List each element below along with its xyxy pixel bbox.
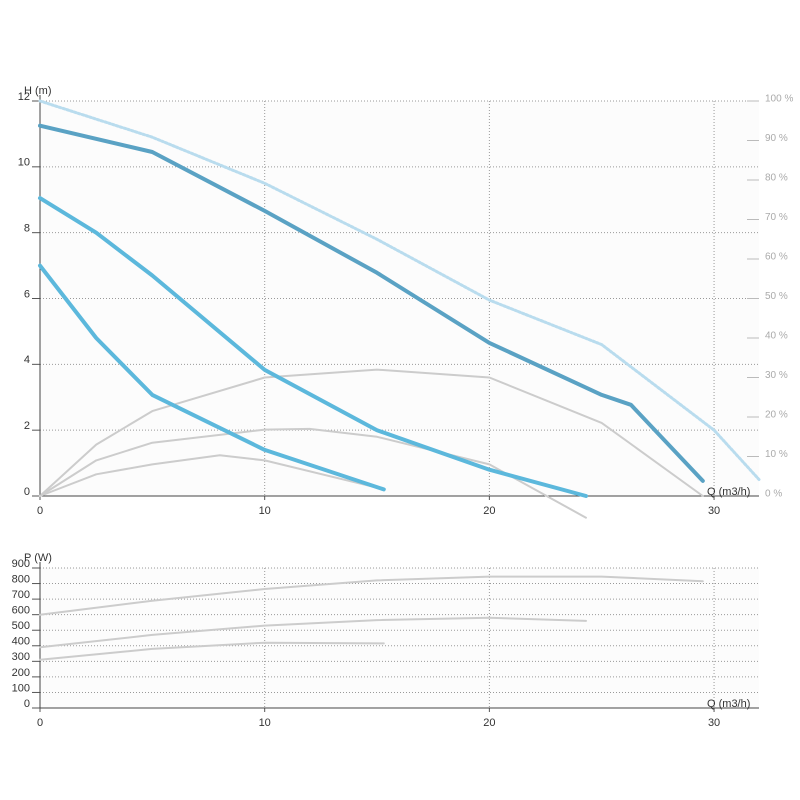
y-axis-label: P (W) bbox=[24, 552, 52, 564]
y-tick-label: 0 bbox=[24, 486, 30, 498]
y2-tick-label: 70 % bbox=[765, 212, 788, 223]
x-tick-label: 10 bbox=[259, 505, 271, 517]
plot-area bbox=[40, 568, 759, 708]
y-tick-label: 0 bbox=[24, 698, 30, 710]
x-tick-label: 0 bbox=[37, 717, 43, 729]
x-tick-label: 30 bbox=[708, 717, 720, 729]
x-axis-label: Q (m3/h) bbox=[707, 486, 750, 498]
y2-tick-label: 0 % bbox=[765, 489, 782, 500]
y-tick-label: 12 bbox=[18, 91, 30, 103]
y-tick-label: 600 bbox=[12, 605, 30, 617]
y-tick-label: 900 bbox=[12, 558, 30, 570]
y2-tick-label: 20 % bbox=[765, 410, 788, 421]
series-line bbox=[39, 454, 385, 497]
x-tick-label: 10 bbox=[259, 717, 271, 729]
y-tick-label: 700 bbox=[12, 589, 30, 601]
series-line bbox=[39, 575, 704, 616]
y2-tick-label: 10 % bbox=[765, 449, 788, 460]
y2-tick-label: 30 % bbox=[765, 370, 788, 381]
y-tick-label: 400 bbox=[12, 636, 30, 648]
y2-tick-label: 90 % bbox=[765, 133, 788, 144]
x-tick-label: 30 bbox=[708, 505, 720, 517]
y-tick-label: 6 bbox=[24, 288, 30, 300]
series-line bbox=[39, 616, 587, 649]
plot-area bbox=[40, 101, 759, 496]
y2-tick-label: 40 % bbox=[765, 331, 788, 342]
series-line bbox=[38, 99, 761, 481]
y-tick-label: 800 bbox=[12, 573, 30, 585]
x-tick-label: 20 bbox=[483, 717, 495, 729]
y-tick-label: 100 bbox=[12, 682, 30, 694]
x-tick-label: 0 bbox=[37, 505, 43, 517]
y-tick-label: 10 bbox=[18, 157, 30, 169]
series-line bbox=[39, 427, 587, 519]
y2-tick-label: 80 % bbox=[765, 173, 788, 184]
y-axis-label: H (m) bbox=[24, 85, 52, 97]
y-tick-label: 200 bbox=[12, 667, 30, 679]
x-axis-label: Q (m3/h) bbox=[707, 698, 750, 710]
series-line bbox=[38, 123, 705, 483]
y2-tick-label: 100 % bbox=[765, 94, 793, 105]
series-line bbox=[38, 196, 588, 498]
y-tick-label: 4 bbox=[24, 354, 30, 366]
y-tick-label: 300 bbox=[12, 651, 30, 663]
y-tick-label: 2 bbox=[24, 420, 30, 432]
series-line bbox=[39, 641, 385, 661]
y2-tick-label: 60 % bbox=[765, 252, 788, 263]
series-line bbox=[39, 368, 704, 497]
series-line bbox=[38, 263, 386, 492]
x-tick-label: 20 bbox=[483, 505, 495, 517]
y-tick-label: 8 bbox=[24, 223, 30, 235]
y2-tick-label: 50 % bbox=[765, 291, 788, 302]
y-tick-label: 500 bbox=[12, 620, 30, 632]
